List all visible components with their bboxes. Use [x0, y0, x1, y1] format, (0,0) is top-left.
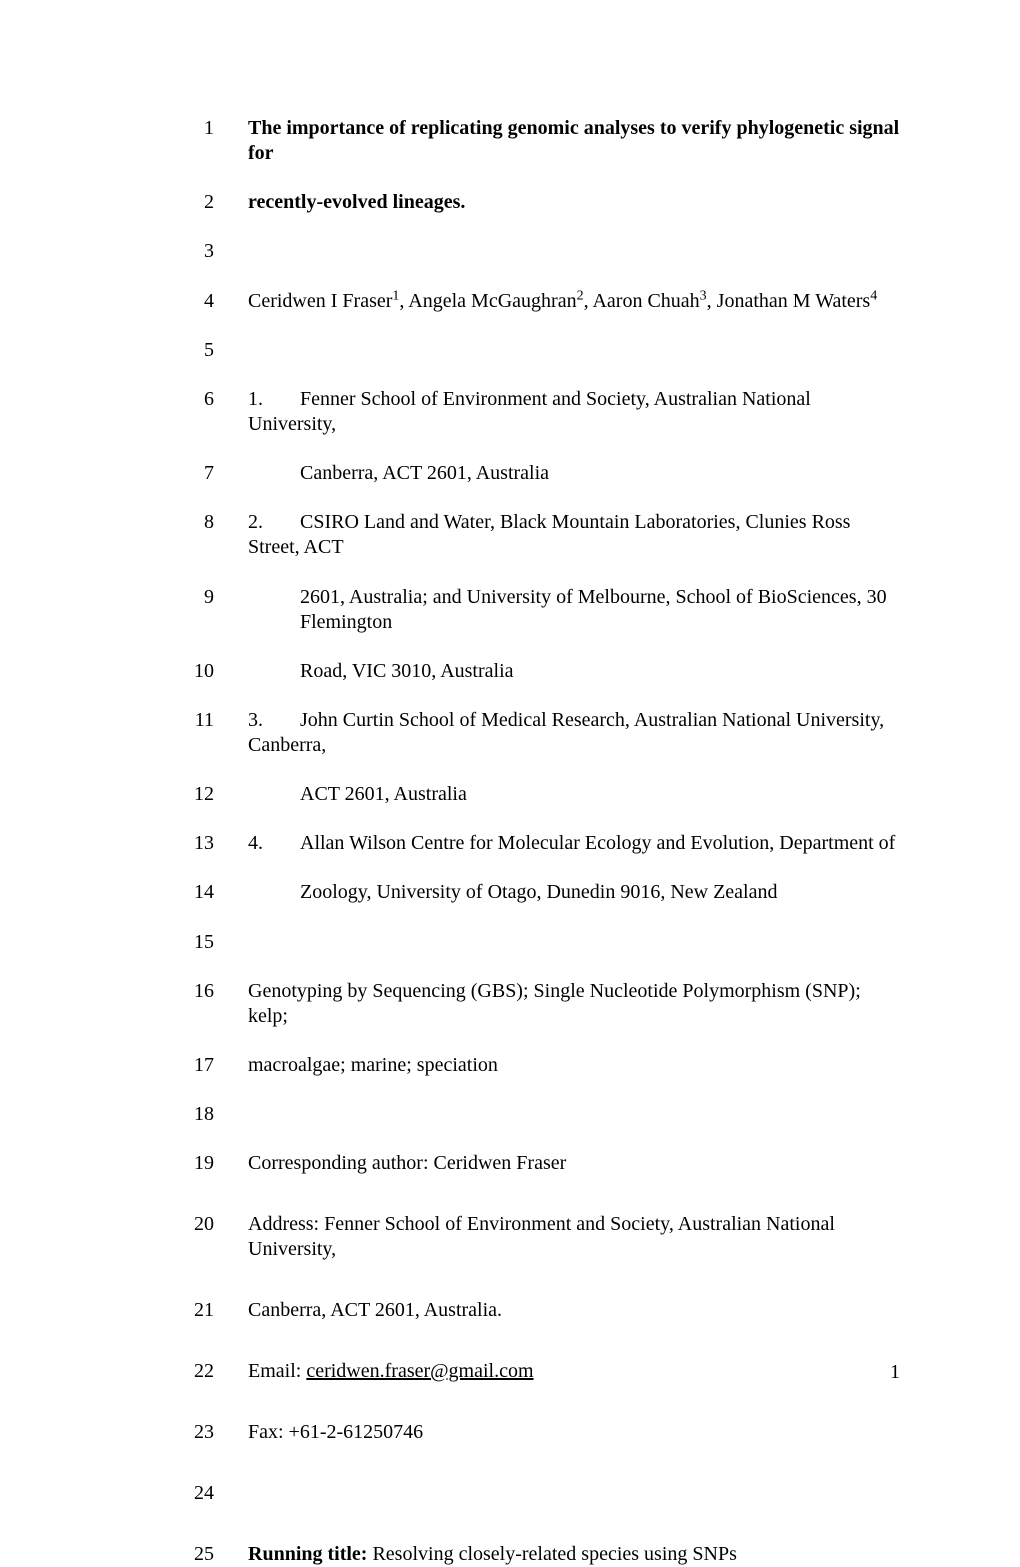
- line-number: 12: [170, 782, 248, 807]
- address-line-1: Address: Fenner School of Environment an…: [248, 1212, 900, 1262]
- line-number: 7: [170, 461, 248, 486]
- line-17: 17 macroalgae; marine; speciation: [170, 1053, 900, 1078]
- affil-sup-2: 2: [577, 288, 584, 303]
- affiliation-3: 3.John Curtin School of Medical Research…: [248, 708, 900, 758]
- line-8: 8 2.CSIRO Land and Water, Black Mountain…: [170, 510, 900, 560]
- line-number: 5: [170, 338, 248, 363]
- manuscript-page: 1 The importance of replicating genomic …: [0, 0, 1020, 1442]
- affiliation-1: 1.Fenner School of Environment and Socie…: [248, 387, 900, 437]
- line-number: 3: [170, 239, 248, 264]
- line-number: 13: [170, 831, 248, 856]
- affil-marker: 3.: [248, 708, 300, 733]
- line-1: 1 The importance of replicating genomic …: [170, 116, 900, 166]
- line-24: 24: [170, 1481, 900, 1506]
- line-18: 18: [170, 1102, 900, 1127]
- affiliation-2-cont: 2601, Australia; and University of Melbo…: [248, 585, 900, 635]
- line-number: 16: [170, 979, 248, 1004]
- line-5: 5: [170, 338, 900, 363]
- line-number: 4: [170, 289, 248, 314]
- line-7: 7 Canberra, ACT 2601, Australia: [170, 461, 900, 486]
- author-3: , Aaron Chuah: [584, 290, 700, 312]
- line-number: 6: [170, 387, 248, 412]
- affiliation-2-cont: Road, VIC 3010, Australia: [248, 659, 900, 684]
- author-4: , Jonathan M Waters: [707, 290, 871, 312]
- line-number: 19: [170, 1151, 248, 1176]
- line-4: 4 Ceridwen I Fraser1, Angela McGaughran2…: [170, 289, 900, 314]
- line-2: 2 recently-evolved lineages.: [170, 190, 900, 215]
- line-number: 24: [170, 1481, 248, 1506]
- affil-text: CSIRO Land and Water, Black Mountain Lab…: [248, 511, 850, 558]
- running-title-text: Resolving closely-related species using …: [372, 1543, 736, 1565]
- affil-text: Allan Wilson Centre for Molecular Ecolog…: [300, 832, 895, 854]
- line-13: 13 4.Allan Wilson Centre for Molecular E…: [170, 831, 900, 856]
- line-19: 19 Corresponding author: Ceridwen Fraser: [170, 1151, 900, 1176]
- line-9: 9 2601, Australia; and University of Mel…: [170, 585, 900, 635]
- author-1: Ceridwen I Fraser: [248, 290, 392, 312]
- line-16: 16 Genotyping by Sequencing (GBS); Singl…: [170, 979, 900, 1029]
- affil-sup-4: 4: [870, 288, 877, 303]
- authors-line: Ceridwen I Fraser1, Angela McGaughran2, …: [248, 289, 900, 314]
- line-25: 25 Running title: Resolving closely-rela…: [170, 1542, 900, 1567]
- page-number: 1: [890, 1361, 900, 1384]
- affil-sup-3: 3: [700, 288, 707, 303]
- title-line-2: recently-evolved lineages.: [248, 190, 900, 215]
- line-15: 15: [170, 930, 900, 955]
- line-10: 10 Road, VIC 3010, Australia: [170, 659, 900, 684]
- line-3: 3: [170, 239, 900, 264]
- line-number: 11: [170, 708, 248, 733]
- line-22: 22 Email: ceridwen.fraser@gmail.com: [170, 1359, 900, 1384]
- line-number: 2: [170, 190, 248, 215]
- title-line-1: The importance of replicating genomic an…: [248, 116, 900, 166]
- email-line: Email: ceridwen.fraser@gmail.com: [248, 1359, 900, 1384]
- affil-text: Fenner School of Environment and Society…: [248, 388, 811, 435]
- line-number: 14: [170, 880, 248, 905]
- line-14: 14 Zoology, University of Otago, Dunedin…: [170, 880, 900, 905]
- affil-marker: 2.: [248, 510, 300, 535]
- affiliation-4: 4.Allan Wilson Centre for Molecular Ecol…: [248, 831, 900, 856]
- keywords-line-1: Genotyping by Sequencing (GBS); Single N…: [248, 979, 900, 1029]
- line-12: 12 ACT 2601, Australia: [170, 782, 900, 807]
- line-number: 21: [170, 1298, 248, 1323]
- affil-marker: 4.: [248, 831, 300, 856]
- affil-text: John Curtin School of Medical Research, …: [248, 709, 884, 756]
- author-2: , Angela McGaughran: [399, 290, 576, 312]
- line-number: 8: [170, 510, 248, 535]
- affiliation-3-cont: ACT 2601, Australia: [248, 782, 900, 807]
- line-number: 9: [170, 585, 248, 610]
- address-line-2: Canberra, ACT 2601, Australia.: [248, 1298, 900, 1323]
- line-number: 22: [170, 1359, 248, 1384]
- line-6: 6 1.Fenner School of Environment and Soc…: [170, 387, 900, 437]
- email-address: ceridwen.fraser@gmail.com: [306, 1360, 533, 1382]
- line-20: 20 Address: Fenner School of Environment…: [170, 1212, 900, 1262]
- line-number: 15: [170, 930, 248, 955]
- line-number: 18: [170, 1102, 248, 1127]
- running-title-line: Running title: Resolving closely-related…: [248, 1542, 900, 1567]
- affil-marker: 1.: [248, 387, 300, 412]
- corresponding-author: Corresponding author: Ceridwen Fraser: [248, 1151, 900, 1176]
- email-label: Email:: [248, 1360, 306, 1382]
- affiliation-2: 2.CSIRO Land and Water, Black Mountain L…: [248, 510, 900, 560]
- line-number: 17: [170, 1053, 248, 1078]
- affiliation-1-cont: Canberra, ACT 2601, Australia: [248, 461, 900, 486]
- line-number: 1: [170, 116, 248, 141]
- line-21: 21 Canberra, ACT 2601, Australia.: [170, 1298, 900, 1323]
- line-11: 11 3.John Curtin School of Medical Resea…: [170, 708, 900, 758]
- line-number: 20: [170, 1212, 248, 1237]
- keywords-line-2: macroalgae; marine; speciation: [248, 1053, 900, 1078]
- running-title-label: Running title:: [248, 1543, 372, 1565]
- line-number: 25: [170, 1542, 248, 1567]
- line-number: 10: [170, 659, 248, 684]
- affiliation-4-cont: Zoology, University of Otago, Dunedin 90…: [248, 880, 900, 905]
